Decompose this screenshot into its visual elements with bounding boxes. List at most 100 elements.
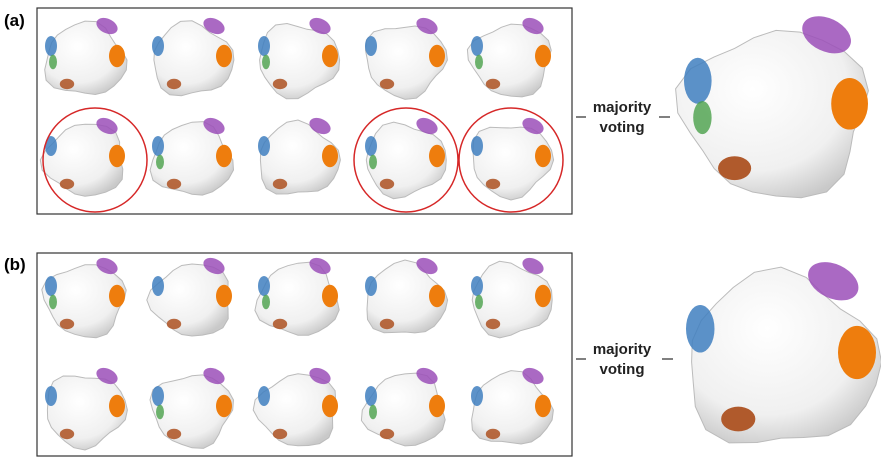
- brown-region: [167, 319, 181, 329]
- atrium-mesh: [147, 255, 232, 336]
- brown-region: [486, 79, 500, 89]
- blue-region: [152, 386, 164, 406]
- atrium-mesh: [45, 15, 127, 95]
- brown-region: [718, 156, 751, 180]
- green-region: [262, 295, 270, 309]
- blue-region: [152, 136, 164, 156]
- green-region: [49, 55, 57, 69]
- blue-region: [45, 36, 57, 56]
- brown-region: [721, 407, 755, 432]
- green-region: [369, 405, 377, 419]
- blue-region: [258, 136, 270, 156]
- orange-region: [535, 285, 551, 307]
- caption: majority: [593, 341, 652, 358]
- atrium-mesh: [253, 365, 338, 446]
- atrium-mesh: [40, 115, 125, 196]
- blue-region: [152, 36, 164, 56]
- green-region: [369, 155, 377, 169]
- atrium-mesh: [45, 365, 127, 450]
- caption: voting: [600, 361, 645, 378]
- orange-region: [109, 145, 125, 167]
- orange-region: [535, 45, 551, 67]
- atrium-mesh: [150, 115, 233, 195]
- atrium-mesh: [255, 255, 339, 336]
- blue-region: [45, 276, 57, 296]
- blue-region: [258, 36, 270, 56]
- orange-region: [831, 78, 868, 130]
- atrium-mesh: [258, 15, 340, 99]
- blue-region: [686, 305, 715, 353]
- brown-region: [60, 319, 74, 329]
- brown-region: [60, 179, 74, 189]
- blue-region: [365, 276, 377, 296]
- orange-region: [216, 395, 232, 417]
- brown-region: [486, 429, 500, 439]
- brown-region: [380, 319, 394, 329]
- atrium-mesh: [676, 9, 869, 198]
- blue-region: [471, 36, 483, 56]
- blue-region: [684, 58, 712, 104]
- panel-label: (a): [4, 11, 25, 30]
- atrium-mesh: [42, 255, 126, 338]
- mesh-body: [147, 264, 228, 336]
- page: {"panels": [ {"label": "(a)", "caption":…: [0, 0, 881, 459]
- blue-region: [258, 276, 270, 296]
- blue-region: [471, 276, 483, 296]
- brown-region: [273, 319, 287, 329]
- atrium-mesh: [150, 365, 234, 449]
- atrium-mesh: [471, 115, 554, 200]
- brown-region: [273, 179, 287, 189]
- orange-region: [322, 45, 338, 67]
- blue-region: [45, 386, 57, 406]
- orange-region: [322, 145, 338, 167]
- blue-region: [258, 386, 270, 406]
- blue-region: [471, 136, 483, 156]
- green-region: [156, 155, 164, 169]
- green-region: [693, 101, 711, 134]
- orange-region: [109, 45, 125, 67]
- orange-region: [216, 145, 232, 167]
- atrium-mesh: [467, 15, 551, 97]
- brown-region: [167, 79, 181, 89]
- green-region: [49, 295, 57, 309]
- orange-region: [429, 45, 445, 67]
- orange-region: [429, 395, 445, 417]
- orange-region: [535, 145, 551, 167]
- blue-region: [471, 386, 483, 406]
- atrium-mesh: [471, 255, 552, 338]
- panel-label: (b): [4, 255, 26, 274]
- brown-region: [380, 429, 394, 439]
- figure: (a) (b) majority voting majority voting: [0, 0, 881, 459]
- orange-region: [322, 285, 338, 307]
- orange-region: [216, 285, 232, 307]
- orange-region: [216, 45, 232, 67]
- green-region: [475, 55, 483, 69]
- orange-region: [322, 395, 338, 417]
- atrium-mesh: [365, 15, 447, 100]
- green-region: [262, 55, 270, 69]
- brown-region: [167, 429, 181, 439]
- blue-region: [365, 386, 377, 406]
- atrium-mesh: [686, 255, 881, 443]
- blue-region: [152, 276, 164, 296]
- caption: voting: [600, 119, 645, 136]
- brown-region: [273, 79, 287, 89]
- brown-region: [380, 79, 394, 89]
- brown-region: [60, 79, 74, 89]
- orange-region: [429, 285, 445, 307]
- blue-region: [365, 136, 377, 156]
- orange-region: [109, 395, 125, 417]
- green-region: [156, 405, 164, 419]
- brown-region: [60, 429, 74, 439]
- atrium-mesh: [258, 115, 340, 194]
- brown-region: [380, 179, 394, 189]
- atrium-mesh: [365, 115, 446, 199]
- brown-region: [486, 319, 500, 329]
- green-region: [475, 295, 483, 309]
- blue-region: [365, 36, 377, 56]
- atrium-mesh: [365, 255, 448, 333]
- brown-region: [486, 179, 500, 189]
- caption: majority: [593, 99, 652, 116]
- orange-region: [109, 285, 125, 307]
- orange-region: [838, 326, 876, 379]
